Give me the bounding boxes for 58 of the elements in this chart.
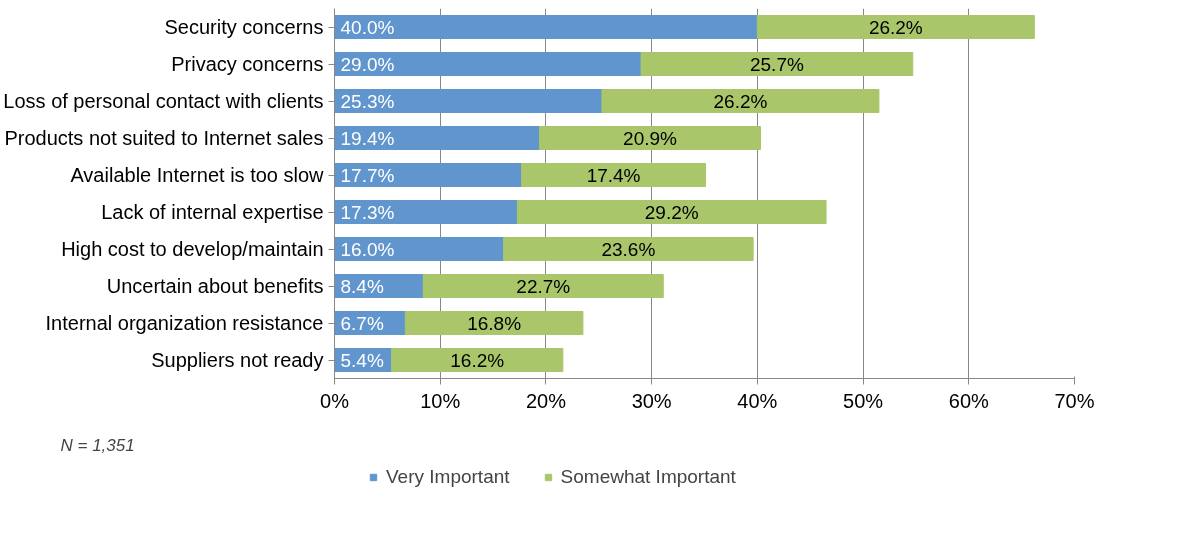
data-label: 19.4% (340, 127, 395, 149)
data-label: 26.2% (868, 16, 923, 38)
legend-label: Somewhat Important (560, 466, 736, 488)
bar (422, 274, 664, 298)
y-tick-label: High cost to develop/maintain (61, 238, 324, 260)
data-label: 17.4% (586, 164, 641, 186)
y-tick-label: Loss of personal contact with clients (3, 90, 324, 112)
bar (334, 126, 541, 150)
y-tick-label: Uncertain about benefits (106, 275, 324, 297)
bar (521, 163, 707, 187)
data-label: 5.4% (340, 349, 384, 371)
text: N = 1,351 (60, 435, 135, 455)
legend-label: Very Important (386, 466, 510, 488)
bar (404, 311, 584, 335)
y-tick-label: Privacy concerns (171, 53, 324, 75)
data-label: 25.3% (340, 90, 395, 112)
x-tick-label: 70% (1054, 389, 1095, 412)
data-label: 17.3% (340, 201, 395, 223)
data-label: 25.7% (749, 53, 804, 75)
bar (334, 163, 523, 187)
y-tick-label: Products not suited to Internet sales (4, 127, 324, 149)
bar (334, 15, 758, 39)
data-label: 16.0% (340, 238, 395, 260)
y-tick-label: Security concerns (164, 16, 324, 38)
data-label: 6.7% (340, 312, 384, 334)
data-label: 20.9% (623, 127, 678, 149)
data-label: 26.2% (713, 90, 768, 112)
bar (334, 52, 642, 76)
data-label: 29.0% (340, 53, 395, 75)
data-label: 16.8% (467, 312, 522, 334)
y-tick-label: Suppliers not ready (151, 349, 324, 371)
x-tick-label: 10% (420, 389, 461, 412)
x-tick-label: 40% (737, 389, 778, 412)
y-tick-label: Internal organization resistance (45, 312, 324, 334)
x-tick-label: 0% (320, 389, 350, 412)
bar (334, 89, 603, 113)
bar (640, 52, 914, 76)
y-tick-label: Available Internet is too slow (70, 164, 325, 186)
bar (334, 237, 505, 261)
x-tick-label: 60% (948, 389, 990, 412)
bar (334, 200, 518, 224)
bar (391, 348, 564, 372)
data-label: 17.7% (340, 164, 395, 186)
data-label: 16.2% (450, 349, 505, 371)
data-label: 22.7% (516, 275, 571, 297)
x-tick-label: 30% (631, 389, 672, 412)
bar (756, 15, 1035, 39)
data-label: 23.6% (601, 238, 656, 260)
data-label: 29.2% (644, 201, 699, 223)
bar (601, 89, 880, 113)
bar (539, 126, 762, 150)
bar (503, 237, 754, 261)
data-label: 8.4% (340, 275, 384, 297)
x-tick-label: 20% (525, 389, 567, 412)
x-tick-label: 50% (843, 389, 884, 412)
bar (516, 200, 827, 224)
y-tick-label: Lack of internal expertise (101, 201, 324, 223)
data-label: 40.0% (340, 16, 395, 38)
